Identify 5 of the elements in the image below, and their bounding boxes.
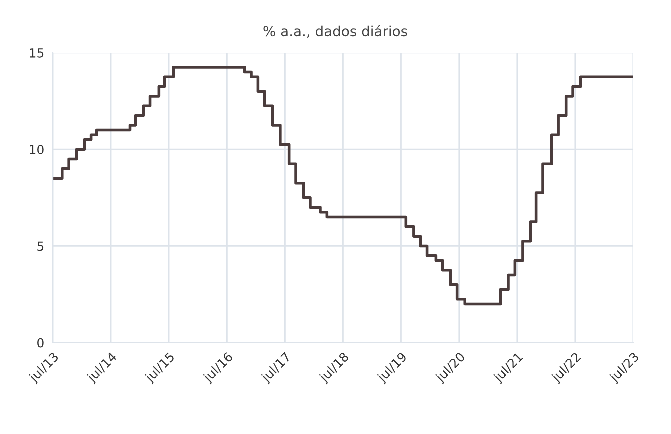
y-tick-label: 10 <box>30 145 44 155</box>
chart-title: % a.a., dados diários <box>264 25 408 38</box>
y-tick-label: 5 <box>38 242 44 252</box>
y-tick-label: 0 <box>38 338 44 348</box>
y-tick-label: 15 <box>30 48 44 58</box>
